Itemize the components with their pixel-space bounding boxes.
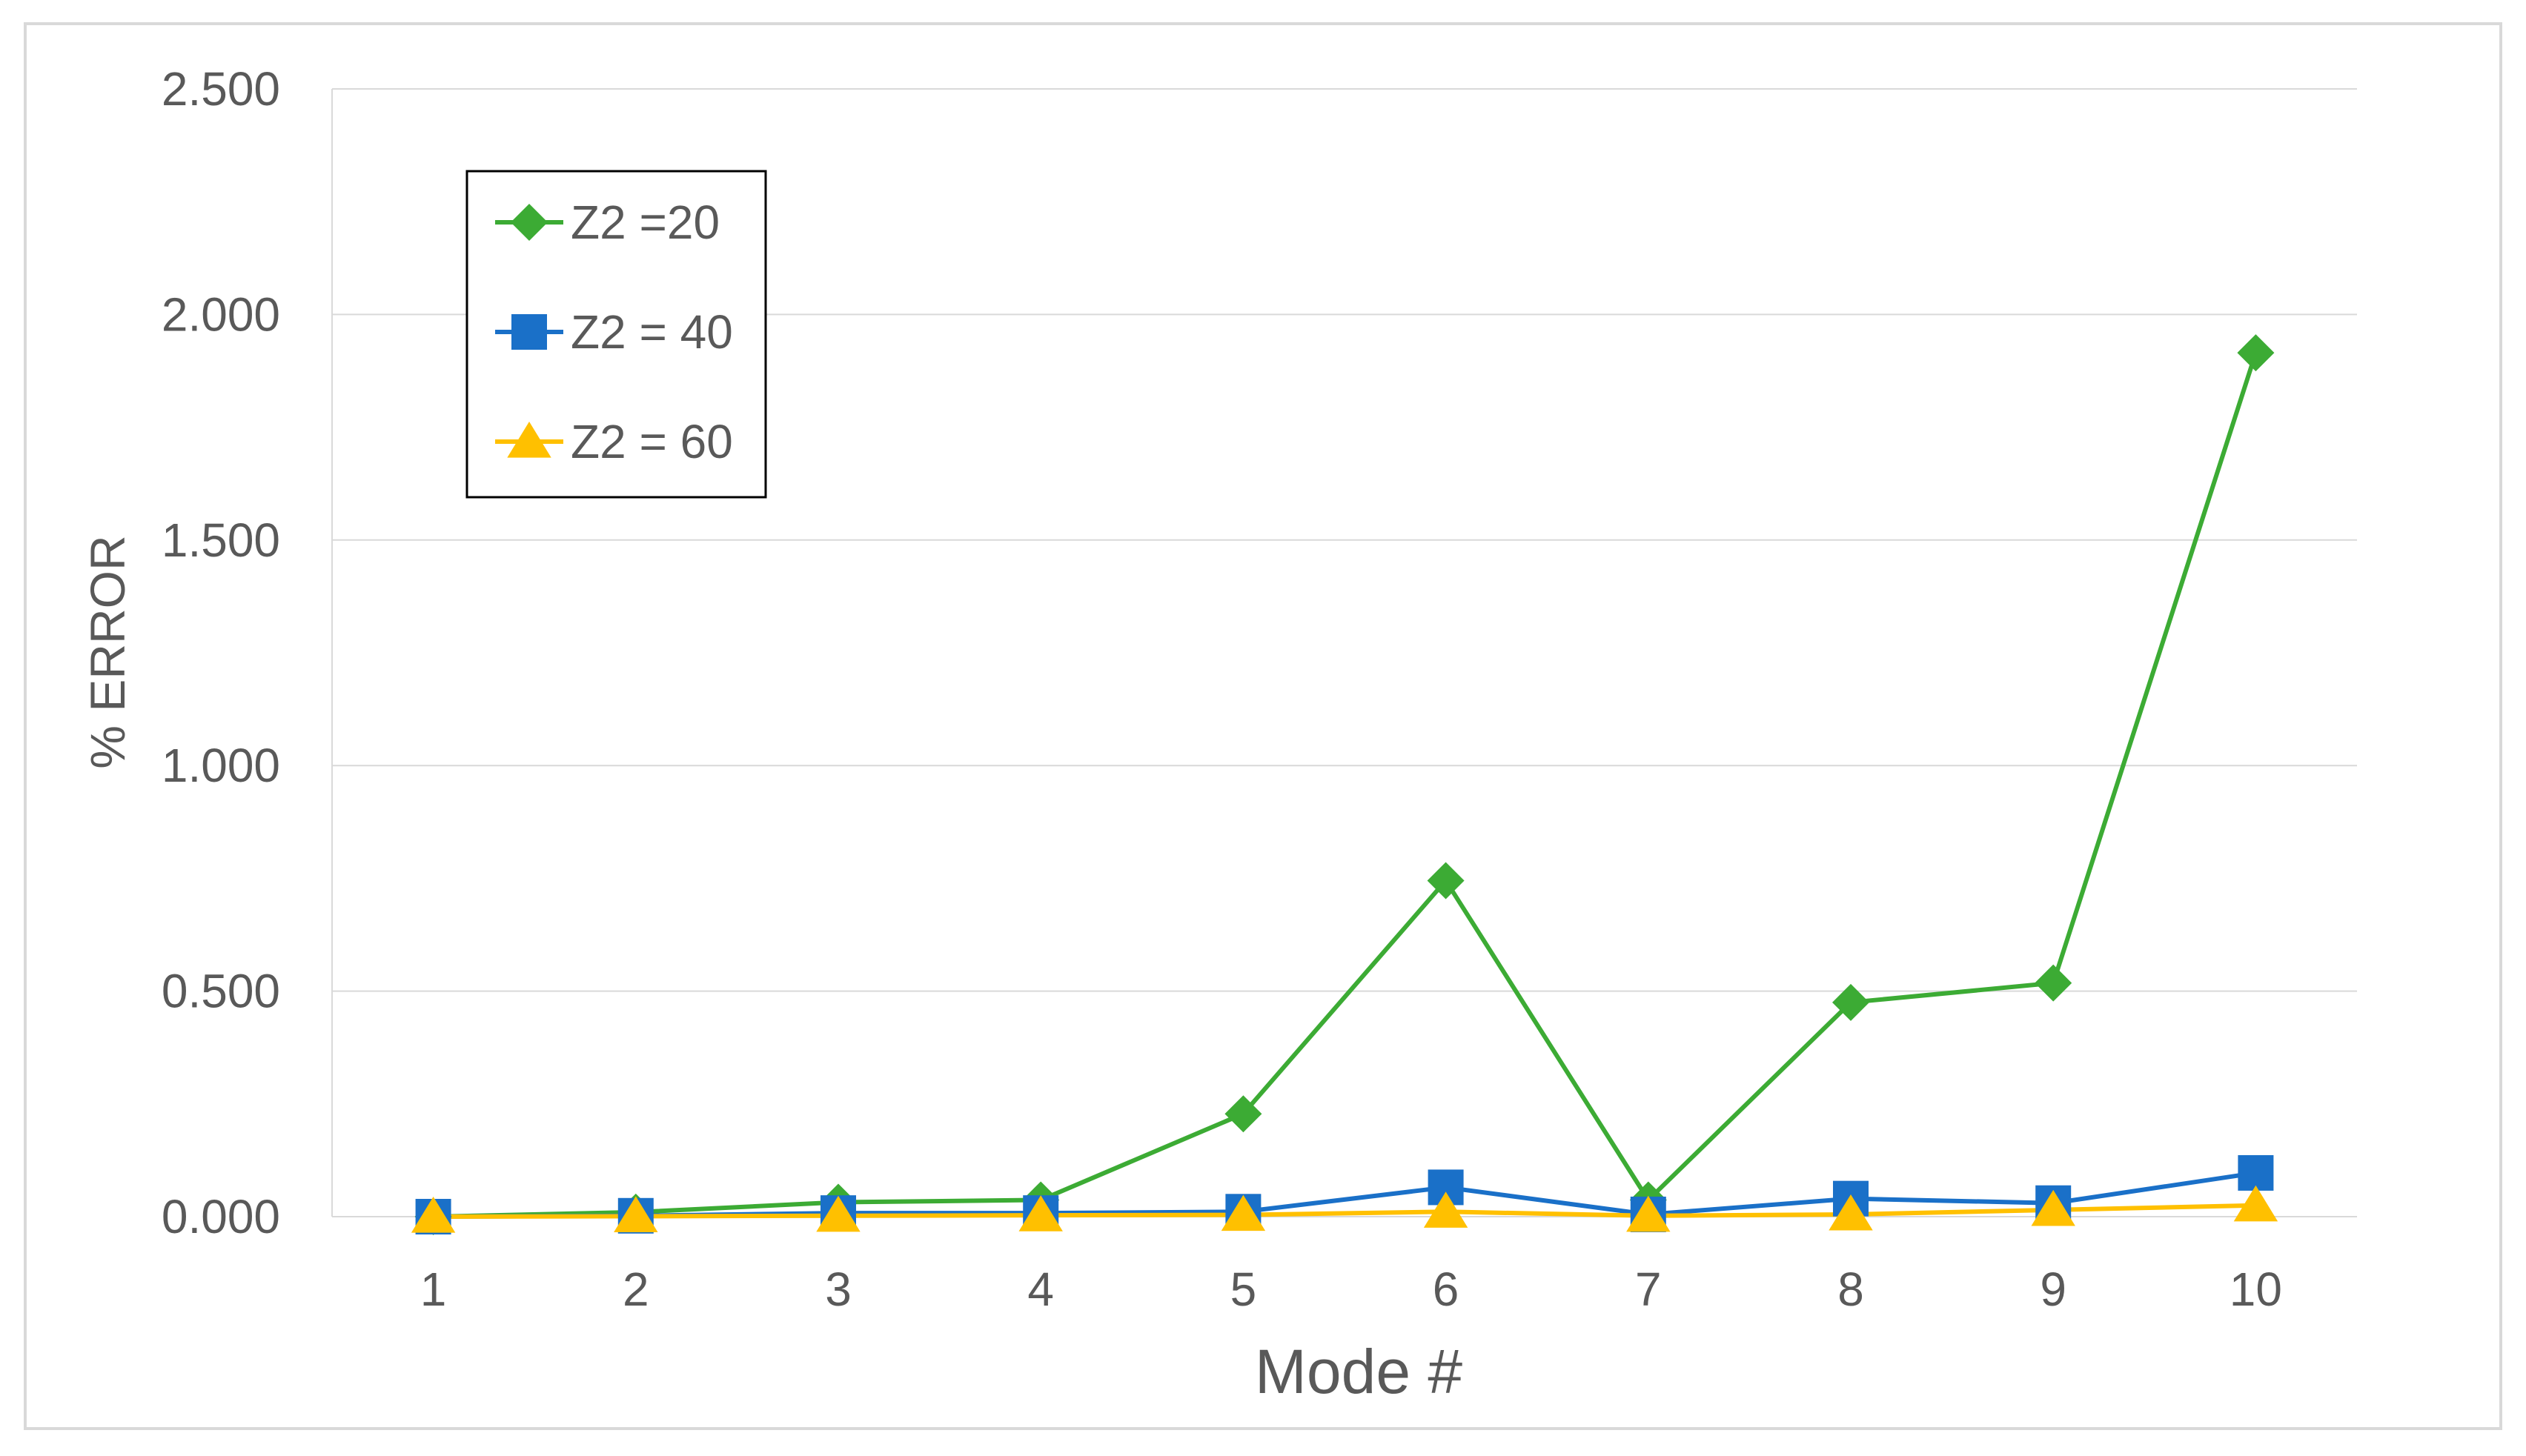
x-tick-label: 5 [1230,1263,1257,1316]
x-tick-label: 3 [825,1263,852,1316]
y-tick-label: 1.000 [162,739,280,792]
y-tick-label: 0.500 [162,965,280,1018]
data-point-series-1 [1427,862,1465,900]
y-tick-label: 1.500 [162,513,280,567]
x-tick-label: 8 [1837,1263,1864,1316]
data-point-series-1 [2237,334,2275,372]
x-tick-label: 6 [1433,1263,1459,1316]
legend-label-1: Z2 =20 [571,196,720,249]
data-point-series-3 [1018,1195,1063,1231]
legend-marker-3 [507,422,551,458]
data-point-series-3 [2031,1189,2075,1226]
data-point-series-3 [1829,1194,1873,1231]
legend: Z2 =20 Z2 = 40 Z2 = 60 [465,170,767,499]
x-tick-label: 7 [1635,1263,1662,1316]
x-tick-label: 2 [623,1263,649,1316]
data-point-series-1 [2035,964,2072,1002]
data-point-series-1 [1224,1095,1262,1133]
x-axis-title: Mode # [1255,1337,1462,1406]
series-lines [433,352,2258,1219]
y-axis-tick-labels: 0.000 0.500 1.000 1.500 2.000 2.500 [162,62,280,1243]
series-markers [411,334,2278,1235]
y-tick-label: 0.000 [162,1190,280,1243]
x-axis-tick-labels: 1 2 3 4 5 6 7 8 9 10 [420,1263,2282,1316]
data-point-series-3 [1626,1195,1671,1232]
y-axis-title: % ERROR [80,535,135,768]
legend-marker-2 [511,314,547,350]
data-point-series-2 [2238,1154,2274,1191]
data-point-series-3 [614,1196,658,1232]
data-point-series-3 [1423,1191,1468,1228]
y-tick-label: 2.500 [162,62,280,116]
x-tick-label: 10 [2230,1263,2282,1316]
x-tick-label: 4 [1027,1263,1054,1316]
legend-label-2: Z2 = 40 [571,305,733,359]
x-tick-label: 9 [2040,1263,2066,1316]
data-point-series-3 [1221,1194,1266,1231]
series-line-1 [433,352,2258,1219]
y-tick-label: 2.000 [162,287,280,341]
data-point-series-3 [411,1197,456,1233]
data-point-series-3 [816,1195,861,1232]
series-line-3 [433,1203,2256,1219]
x-tick-label: 1 [420,1263,447,1316]
data-point-series-3 [2233,1185,2278,1222]
chart-border [24,22,2502,1430]
legend-marker-1 [511,204,548,241]
legend-label-3: Z2 = 60 [571,415,733,468]
data-point-series-1 [1832,983,1869,1021]
